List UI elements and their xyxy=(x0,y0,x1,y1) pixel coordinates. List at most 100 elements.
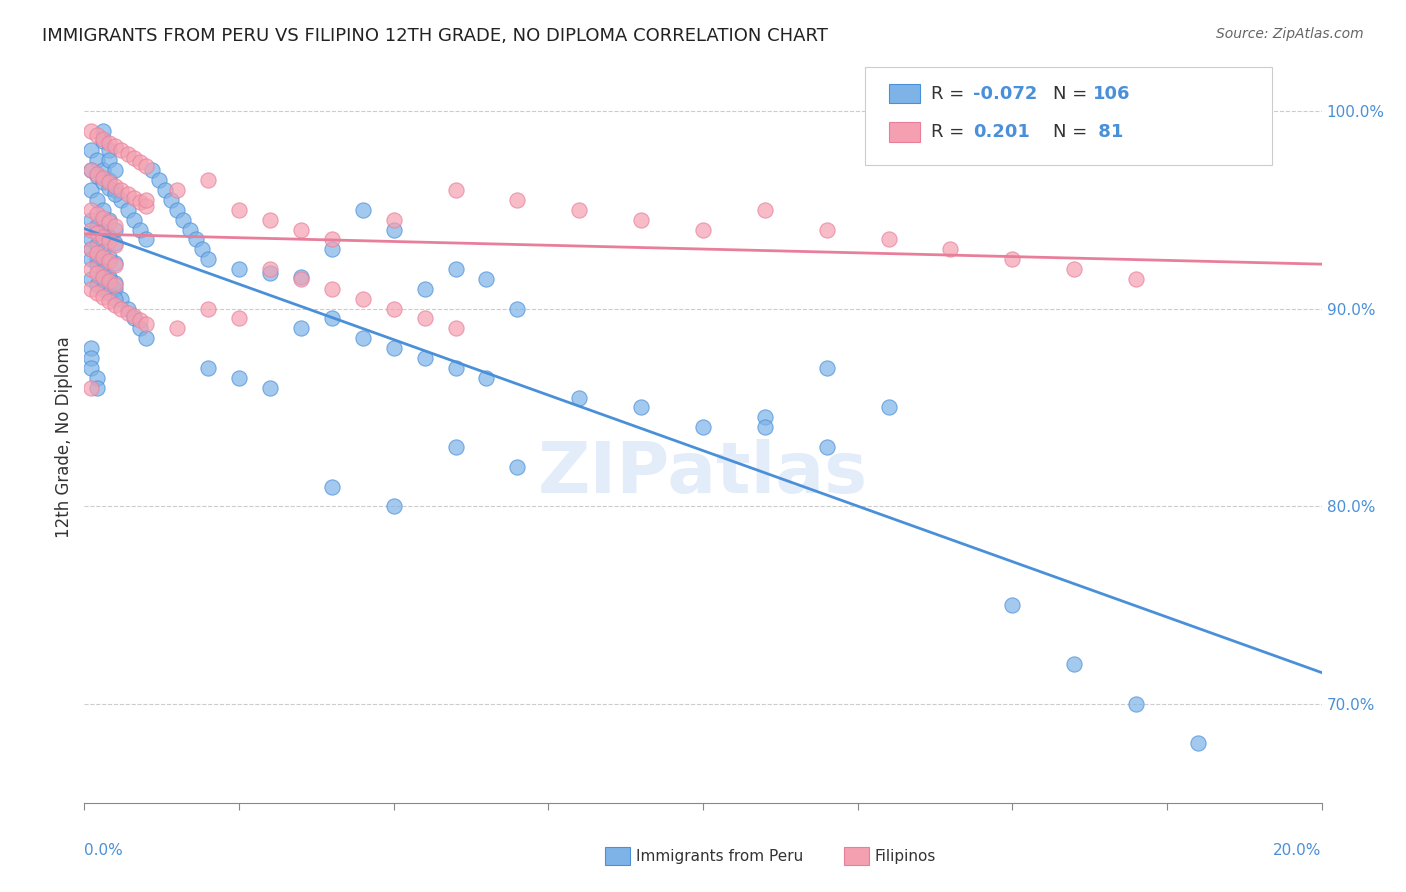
Point xyxy=(117,305,139,319)
Point xyxy=(110,144,132,158)
Point xyxy=(110,301,132,316)
Point xyxy=(754,202,776,217)
Point xyxy=(122,152,145,166)
Point xyxy=(91,134,114,148)
Point xyxy=(98,214,121,228)
Point xyxy=(104,276,127,290)
Point xyxy=(1125,272,1147,286)
Point xyxy=(259,212,281,227)
Point xyxy=(1001,252,1024,267)
Point xyxy=(444,440,467,454)
Point xyxy=(91,225,114,239)
Point xyxy=(79,232,101,246)
Point xyxy=(98,136,121,150)
Point xyxy=(98,181,121,195)
Point xyxy=(352,292,374,306)
Text: 106: 106 xyxy=(1092,85,1130,103)
Point xyxy=(98,212,121,227)
Point xyxy=(79,282,101,296)
Point xyxy=(122,310,145,324)
Point xyxy=(228,311,250,326)
Point xyxy=(413,282,436,296)
Point xyxy=(104,179,127,194)
Point xyxy=(135,159,157,173)
Point xyxy=(86,371,108,385)
Text: 0.201: 0.201 xyxy=(973,123,1029,141)
Point xyxy=(79,360,101,375)
Point xyxy=(259,262,281,277)
Point xyxy=(104,139,127,153)
Point xyxy=(98,173,121,187)
Point xyxy=(110,193,132,207)
Point xyxy=(91,269,114,284)
Point xyxy=(79,242,101,256)
Point xyxy=(444,262,467,277)
Point xyxy=(117,301,139,316)
Point xyxy=(382,301,405,316)
Point xyxy=(754,420,776,434)
Point xyxy=(79,381,101,395)
Point xyxy=(86,277,108,292)
Point xyxy=(117,186,139,201)
Text: ZIPatlas: ZIPatlas xyxy=(538,439,868,508)
Point xyxy=(86,381,108,395)
Text: 20.0%: 20.0% xyxy=(1274,843,1322,858)
Point xyxy=(98,285,121,300)
Point xyxy=(197,301,219,316)
Point xyxy=(630,212,652,227)
Point xyxy=(104,186,127,201)
Point xyxy=(79,351,101,365)
Point xyxy=(413,311,436,326)
Point xyxy=(153,183,176,197)
Point xyxy=(1001,598,1024,612)
Point xyxy=(135,199,157,213)
Point xyxy=(259,266,281,280)
Point xyxy=(475,371,498,385)
Point xyxy=(1187,737,1209,751)
Point xyxy=(104,183,127,197)
Point xyxy=(104,292,127,306)
Point xyxy=(86,153,108,168)
Point xyxy=(129,222,152,236)
Point xyxy=(104,256,127,270)
Point xyxy=(91,244,114,259)
Text: Immigrants from Peru: Immigrants from Peru xyxy=(636,849,803,863)
Point xyxy=(166,202,188,217)
Point xyxy=(228,262,250,277)
Point xyxy=(160,193,183,207)
Point xyxy=(382,222,405,236)
Text: N =: N = xyxy=(1053,85,1092,103)
Point xyxy=(135,318,157,332)
Point xyxy=(79,163,101,178)
Point xyxy=(506,301,529,316)
Point xyxy=(382,341,405,355)
Point xyxy=(475,272,498,286)
Point xyxy=(228,202,250,217)
Point xyxy=(104,258,127,272)
Point xyxy=(91,171,114,186)
Point xyxy=(91,175,114,189)
Text: 81: 81 xyxy=(1092,123,1123,141)
Point xyxy=(104,236,127,251)
Text: 0.0%: 0.0% xyxy=(84,843,124,858)
Point xyxy=(98,272,121,286)
Point xyxy=(79,341,101,355)
Point xyxy=(91,264,114,278)
Point xyxy=(91,290,114,304)
Point xyxy=(79,272,101,286)
Point xyxy=(117,202,139,217)
Point xyxy=(129,321,152,335)
Point xyxy=(79,222,101,236)
Point xyxy=(104,222,127,236)
Point xyxy=(148,173,170,187)
Point xyxy=(506,193,529,207)
Point xyxy=(91,262,114,277)
Point xyxy=(259,381,281,395)
Point xyxy=(290,222,312,236)
Point xyxy=(321,479,343,493)
Point xyxy=(86,193,108,207)
Point xyxy=(179,222,201,236)
Point xyxy=(86,227,108,241)
Point xyxy=(191,242,214,256)
Point xyxy=(129,313,152,327)
